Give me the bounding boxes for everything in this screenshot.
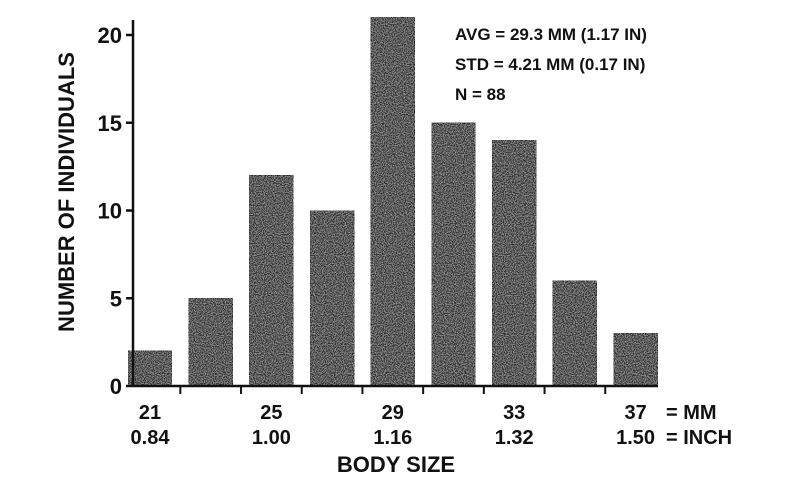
- y-tick-label: 15: [98, 111, 122, 136]
- annotation-std: STD = 4.21 MM (0.17 IN): [455, 55, 645, 74]
- annotation-n: N = 88: [455, 85, 506, 104]
- bar-31mm: [431, 122, 476, 387]
- x-tick-label-inch: 1.00: [252, 427, 291, 449]
- x-tick-label-inch: 1.16: [373, 427, 412, 449]
- bar-27mm: [309, 210, 355, 387]
- y-tick-label: 10: [98, 199, 122, 224]
- x-tick-label-mm: 37: [624, 402, 646, 424]
- bar-21mm: [127, 350, 173, 387]
- x-axis: 21 0.84 25 1.00 29 1.16 33 1.32 37 1.50: [131, 384, 658, 449]
- bars-group: [127, 16, 659, 387]
- bar-29mm: [370, 16, 416, 387]
- x-tick-label-inch: 0.84: [131, 427, 171, 449]
- bar-33mm: [491, 139, 537, 387]
- x-tick-label-mm: 21: [139, 402, 161, 424]
- x-tick-label-mm: 33: [503, 402, 525, 424]
- bar-35mm: [552, 280, 598, 387]
- y-tick-label: 0: [110, 374, 122, 399]
- y-tick-label: 5: [110, 286, 122, 311]
- x-tick-label-inch: 1.32: [495, 427, 534, 449]
- bar-23mm: [188, 297, 234, 387]
- bar-37mm: [613, 332, 659, 387]
- x-tick-label-mm: 29: [382, 402, 404, 424]
- x-tick-label-mm: 25: [260, 402, 282, 424]
- unit-label-inch: = INCH: [666, 427, 732, 449]
- x-tick-label-inch: 1.50: [616, 427, 655, 449]
- bar-25mm: [248, 174, 294, 387]
- y-tick-label: 20: [98, 23, 122, 48]
- y-axis-title: NUMBER OF INDIVIDUALS: [54, 52, 79, 332]
- annotation-avg: AVG = 29.3 MM (1.17 IN): [455, 25, 647, 44]
- unit-label-mm: = MM: [666, 402, 717, 424]
- x-axis-title: BODY SIZE: [337, 452, 455, 477]
- y-axis: 0 5 10 15 20: [98, 20, 135, 399]
